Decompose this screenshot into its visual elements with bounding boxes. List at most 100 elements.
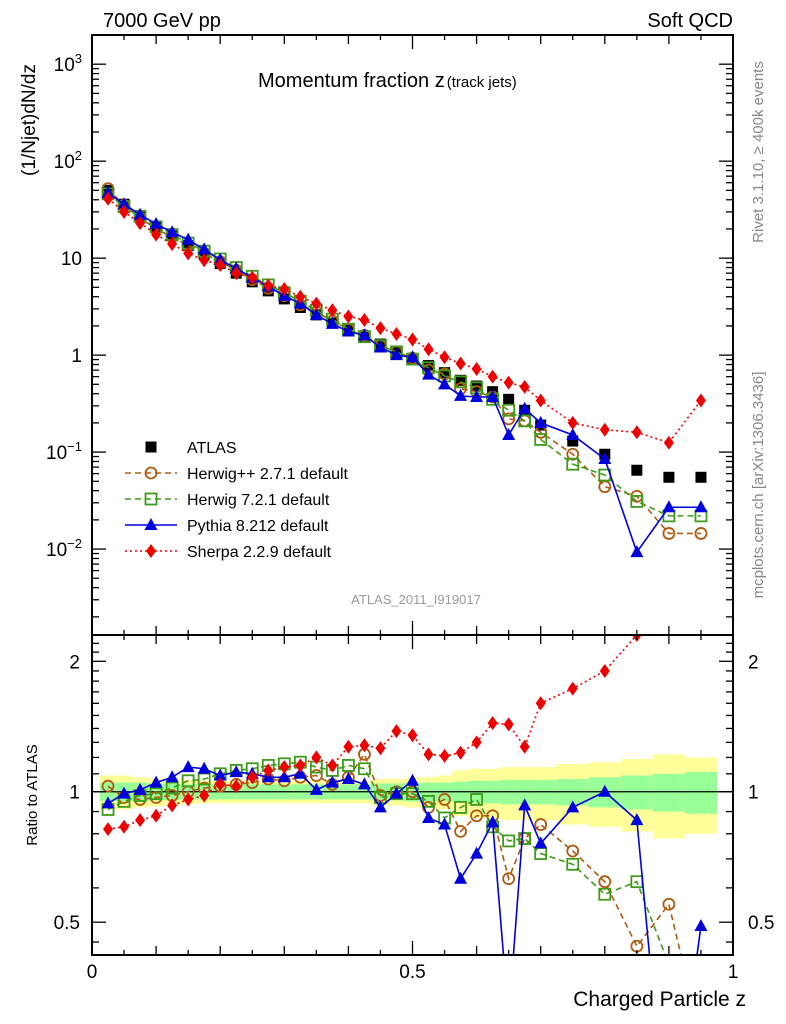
ratio-point: [165, 770, 179, 783]
ratio-point: [277, 770, 291, 783]
data-point: [663, 471, 675, 483]
ratio-point: [295, 758, 306, 773]
series-atlas: [102, 184, 707, 483]
ratio-point: [359, 738, 370, 753]
legend-marker: [144, 492, 158, 506]
ratio-y-tick-label-left: 1: [69, 783, 80, 804]
data-point: [566, 428, 580, 441]
ratio-point: [389, 786, 403, 799]
legend-item: Herwig++ 2.7.1 default: [125, 466, 349, 483]
analysis-annotation: ATLAS_2011_I919017: [351, 592, 481, 607]
data-point: [662, 527, 676, 540]
data-point: [503, 375, 514, 390]
data-point: [279, 282, 290, 297]
legend-marker: [145, 441, 157, 453]
data-point: [439, 367, 451, 379]
data-point: [199, 253, 210, 268]
ratio-point: [183, 792, 194, 807]
plot-title: Momentum fraction z (track jets): [258, 70, 517, 92]
ratio-point: [566, 800, 580, 813]
ratio-point: [197, 761, 211, 774]
x-tick-label: 0: [87, 962, 98, 983]
ratio-point: [566, 844, 580, 858]
ratio-point: [358, 762, 371, 776]
data-point: [343, 309, 354, 324]
ratio-point: [455, 745, 466, 760]
ratio-point: [503, 717, 514, 732]
ratio-point: [341, 759, 355, 772]
ratio-point: [502, 872, 516, 886]
ratio-point: [343, 739, 354, 754]
x-tick-label: 0.5: [399, 962, 425, 983]
ratio-point: [101, 796, 115, 809]
y-tick-label: 103: [54, 51, 82, 76]
data-point: [182, 240, 194, 252]
ratio-point: [502, 834, 516, 848]
ratio-point: [101, 779, 115, 793]
inner-band-bin: [684, 772, 717, 814]
ratio-point: [181, 760, 195, 773]
plot-title-sub: (track jets): [447, 74, 517, 91]
ratio-point: [438, 817, 452, 830]
data-point: [630, 495, 644, 508]
ratio-point: [357, 777, 371, 790]
data-point: [486, 389, 500, 402]
ratio-point: [454, 825, 467, 838]
ratio-point: [391, 724, 402, 739]
ratio-point: [422, 810, 436, 823]
ratio-point: [341, 772, 355, 785]
legend-marker: [144, 466, 158, 480]
ratio-point: [309, 769, 323, 782]
data-point: [311, 296, 322, 311]
ratio-point: [662, 897, 676, 911]
data-point: [598, 480, 612, 494]
data-point: [375, 321, 386, 336]
data-point: [631, 464, 643, 476]
data-point: [183, 246, 194, 261]
y-tick-label: 102: [54, 148, 82, 173]
ratio-point: [598, 784, 612, 797]
data-point: [471, 361, 482, 376]
data-point: [534, 433, 548, 446]
ratio-point: [471, 735, 482, 750]
data-point: [117, 197, 131, 210]
data-point: [325, 316, 339, 329]
ratio-point: [470, 793, 484, 806]
ratio-point: [325, 775, 339, 788]
data-point: [598, 451, 612, 464]
ratio-point: [165, 781, 179, 795]
ratio-point: [423, 747, 434, 762]
series-herwig-2-7-1-default: [101, 182, 708, 540]
ratio-point: [263, 763, 274, 778]
legend-label: Herwig 7.2.1 default: [187, 492, 330, 509]
y-axis-label-ratio: Ratio to ATLAS: [24, 744, 41, 845]
ratio-point: [535, 696, 546, 711]
ratio-point: [696, 612, 706, 626]
ratio-point: [454, 871, 468, 884]
data-point: [422, 367, 436, 380]
data-point: [694, 527, 708, 540]
ratio-y-tick-label-right: 1: [748, 783, 759, 804]
ratio-point: [229, 765, 243, 778]
ratio-point: [695, 973, 706, 984]
data-point: [630, 545, 644, 558]
legend-item: Herwig 7.2.1 default: [125, 492, 330, 509]
data-point: [454, 388, 468, 401]
legend-label: ATLAS: [187, 440, 237, 457]
legend-item: Sherpa 2.2.9 default: [125, 544, 332, 561]
ratio-point: [135, 813, 146, 828]
ratio-point: [407, 728, 418, 743]
main-panel-series: [101, 182, 708, 558]
data-point: [535, 393, 546, 408]
ratio-point: [534, 836, 548, 849]
ratio-point: [664, 612, 674, 626]
data-point: [519, 379, 530, 394]
data-point: [391, 327, 402, 342]
legend-label: Sherpa 2.2.9 default: [187, 544, 332, 561]
data-point: [165, 225, 179, 238]
ratio-point: [487, 716, 498, 731]
data-point: [502, 412, 516, 426]
ratio-point: [311, 750, 322, 765]
data-point: [566, 447, 580, 461]
ratio-point: [279, 760, 290, 775]
